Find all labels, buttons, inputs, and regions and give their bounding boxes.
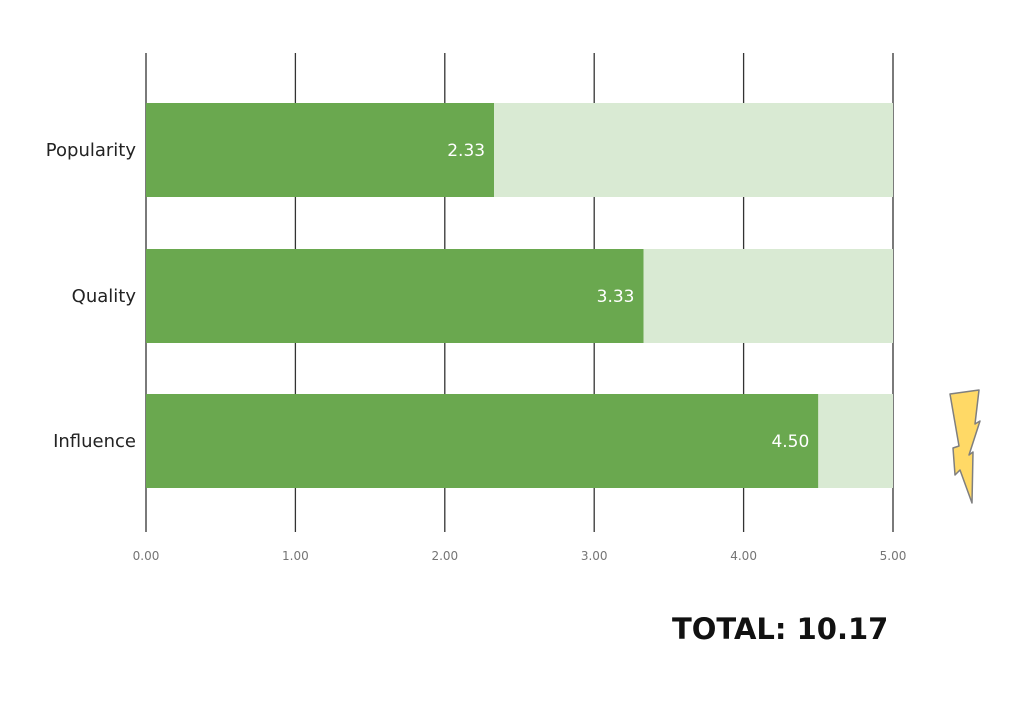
bars	[146, 103, 893, 488]
x-tick-label: 2.00	[431, 549, 458, 563]
category-label: Popularity	[46, 140, 137, 161]
category-label: Influence	[53, 431, 136, 452]
bar-score-influence	[146, 394, 819, 488]
bar-remainder-quality	[643, 249, 893, 343]
x-tick-label: 1.00	[282, 549, 309, 563]
data-label: 3.33	[597, 287, 635, 307]
bar-remainder-influence	[818, 394, 893, 488]
data-label: 2.33	[447, 141, 485, 161]
bar-remainder-popularity	[494, 103, 893, 197]
total-score: TOTAL: 10.17	[672, 612, 889, 646]
x-tick-label: 5.00	[880, 549, 907, 563]
lightning-bolt-icon	[949, 389, 981, 504]
x-tick-label: 4.00	[730, 549, 757, 563]
category-label: Quality	[72, 286, 137, 307]
bar-score-quality	[146, 249, 644, 343]
x-tick-label: 3.00	[581, 549, 608, 563]
labels: 0.00 1.00 2.00 3.00 4.00 5.00 Popularity 2.33 Qu…	[46, 140, 907, 563]
x-tick-label: 0.00	[133, 549, 160, 563]
bar-score-popularity	[146, 103, 495, 197]
data-label: 4.50	[771, 432, 809, 452]
